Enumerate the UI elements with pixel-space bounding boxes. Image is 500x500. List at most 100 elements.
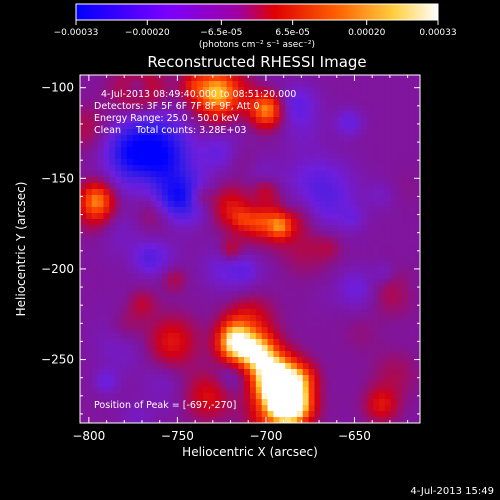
heatmap-cell <box>250 195 257 202</box>
heatmap-cell <box>150 339 157 346</box>
heatmap-cell <box>144 321 151 328</box>
heatmap-cell <box>291 219 298 226</box>
heatmap-cell <box>109 207 116 214</box>
heatmap-cell <box>408 255 415 262</box>
heatmap-cell <box>343 249 351 256</box>
heatmap-cell <box>185 237 192 244</box>
heatmap-cell <box>97 99 105 106</box>
heatmap-cell <box>355 213 362 220</box>
heatmap-cell <box>361 315 368 322</box>
heatmap-cell <box>384 411 392 418</box>
heatmap-cell <box>378 321 386 328</box>
heatmap-cell <box>197 135 204 142</box>
heatmap-cell <box>191 375 198 382</box>
heatmap-cell <box>185 75 192 82</box>
heatmap-cell <box>162 87 169 94</box>
heatmap-cell <box>126 363 134 370</box>
heatmap-cell <box>402 87 409 94</box>
heatmap-cell <box>185 285 192 292</box>
heatmap-cell <box>203 351 210 358</box>
heatmap-cell <box>250 99 257 106</box>
heatmap-cell <box>226 213 234 220</box>
heatmap-cell <box>273 315 280 322</box>
heatmap-cell <box>255 243 263 250</box>
heatmap-cell <box>197 183 204 190</box>
heatmap-cell <box>308 219 316 226</box>
heatmap-cell <box>244 165 251 172</box>
heatmap-cell <box>220 171 228 178</box>
heatmap-cell <box>167 213 175 220</box>
heatmap-cell <box>296 81 304 88</box>
heatmap-cell <box>291 387 298 394</box>
heatmap-cell <box>279 399 286 406</box>
heatmap-cell <box>185 195 192 202</box>
heatmap-cell <box>302 249 310 256</box>
heatmap-cell <box>367 195 374 202</box>
heatmap-cell <box>332 417 339 423</box>
heatmap-cell <box>91 261 99 268</box>
heatmap-cell <box>291 369 298 376</box>
heatmap-cell <box>349 291 357 298</box>
heatmap-cell <box>85 291 93 298</box>
heatmap-cell <box>156 387 163 394</box>
heatmap-cell <box>150 99 157 106</box>
heatmap-cell <box>314 285 321 292</box>
heatmap-cell <box>285 165 292 172</box>
heatmap-cell <box>296 171 304 178</box>
heatmap-cell <box>378 213 386 220</box>
heatmap-cell <box>396 237 404 244</box>
heatmap-cell <box>326 375 333 382</box>
heatmap-cell <box>408 273 415 280</box>
heatmap-cell <box>408 183 415 190</box>
heatmap-cell <box>156 411 163 418</box>
heatmap-cell <box>244 225 251 232</box>
heatmap-cell <box>126 87 134 94</box>
heatmap-cell <box>244 243 251 250</box>
heatmap-cell <box>85 171 93 178</box>
heatmap-cell <box>267 123 275 130</box>
heatmap-cell <box>349 75 357 82</box>
heatmap-cell <box>296 147 304 154</box>
heatmap-cell <box>214 351 222 358</box>
heatmap-cell <box>308 201 316 208</box>
heatmap-cell <box>144 105 151 112</box>
heatmap-cell <box>373 267 380 274</box>
heatmap-cell <box>144 195 151 202</box>
heatmap-cell <box>232 243 239 250</box>
heatmap-cell <box>332 189 339 196</box>
heatmap-cell <box>208 393 216 400</box>
heatmap-cell <box>390 363 398 370</box>
heatmap-cell <box>214 171 222 178</box>
heatmap-cell <box>238 93 245 100</box>
heatmap-cell <box>85 297 93 304</box>
heatmap-cell <box>285 279 292 286</box>
heatmap-cell <box>255 321 263 328</box>
heatmap-cell <box>373 117 380 124</box>
heatmap-cell <box>396 291 404 298</box>
heatmap-cell <box>255 123 263 130</box>
heatmap-cell <box>97 273 105 280</box>
heatmap-cell <box>250 135 257 142</box>
heatmap-cell <box>208 147 216 154</box>
heatmap-cell <box>373 381 380 388</box>
heatmap-cell <box>373 333 380 340</box>
heatmap-cell <box>255 129 263 136</box>
heatmap-cell <box>250 339 257 346</box>
heatmap-cell <box>361 285 368 292</box>
heatmap-cell <box>267 195 275 202</box>
heatmap-cell <box>226 267 234 274</box>
heatmap-cell <box>238 375 245 382</box>
colorbar-tick-label: −6.5e-05 <box>200 28 242 38</box>
heatmap-cell <box>332 135 339 142</box>
heatmap-cell <box>214 291 222 298</box>
heatmap-cell <box>115 117 122 124</box>
heatmap-cell <box>121 93 128 100</box>
heatmap-cell <box>138 321 146 328</box>
heatmap-cell <box>167 345 175 352</box>
heatmap-cell <box>121 321 128 328</box>
heatmap-cell <box>355 381 362 388</box>
heatmap-cell <box>291 249 298 256</box>
heatmap-cell <box>267 387 275 394</box>
heatmap-cell <box>361 291 368 298</box>
heatmap-cell <box>121 117 128 124</box>
